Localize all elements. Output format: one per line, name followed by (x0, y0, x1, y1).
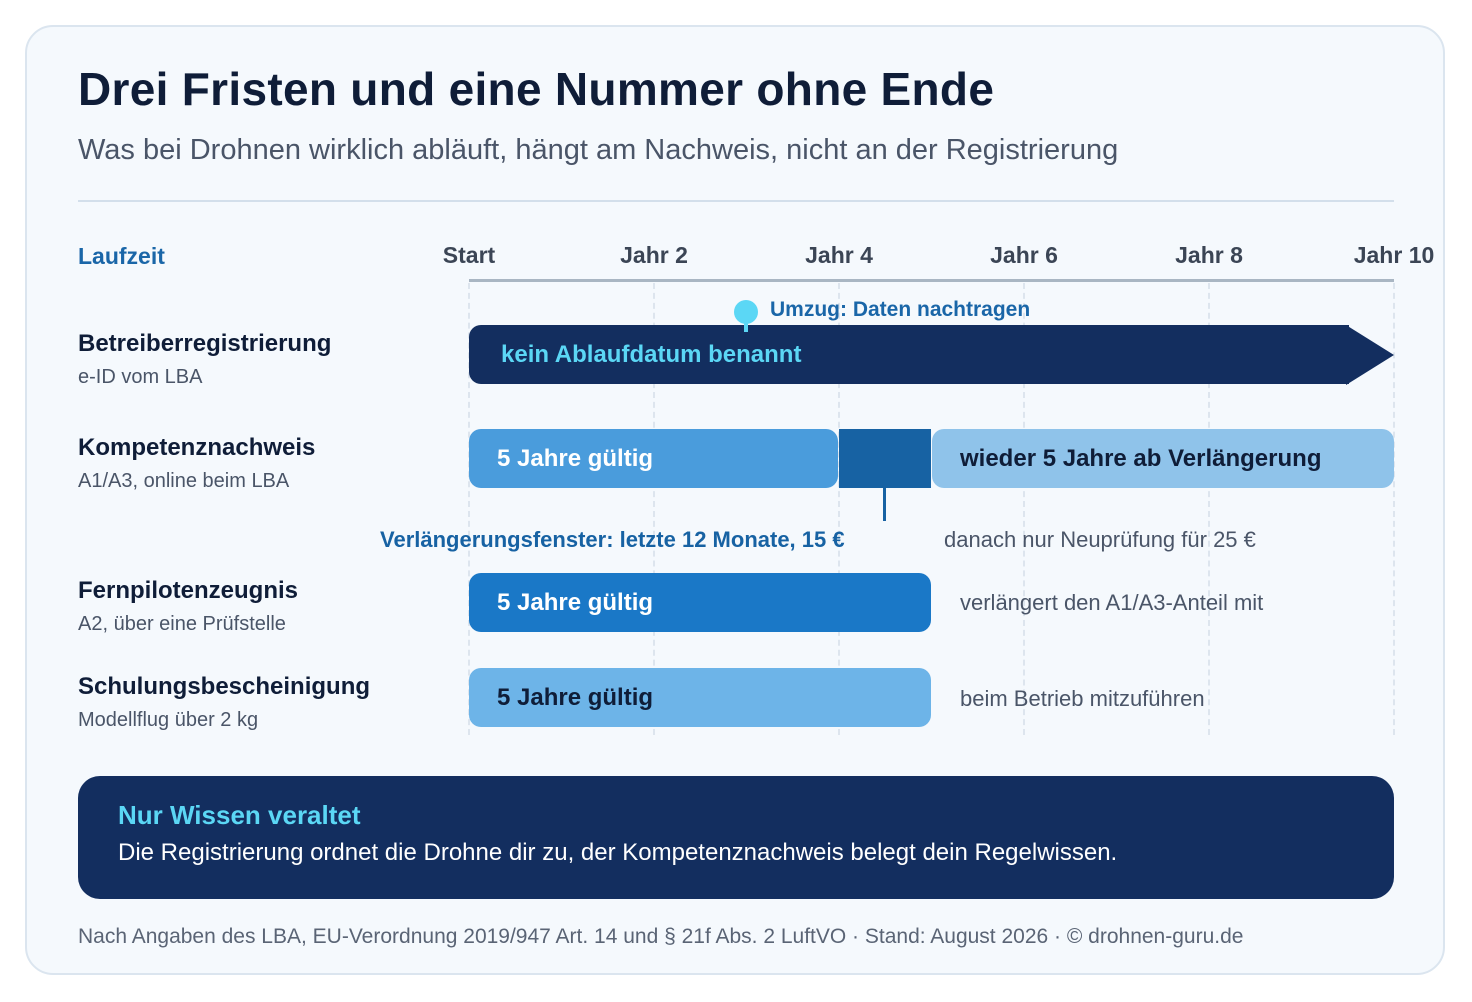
page-subtitle: Was bei Drohnen wirklich abläuft, hängt … (78, 134, 1119, 166)
tick-year-4: Jahr 4 (805, 242, 873, 268)
side-note-training: beim Betrieb mitzuführen (960, 686, 1205, 711)
row-subtitle-registration: e-ID vom LBA (78, 366, 203, 388)
page-title: Drei Fristen und eine Nummer ohne Ende (78, 63, 995, 115)
row-subtitle-competence: A1/A3, online beim LBA (78, 470, 290, 492)
bar-remote-pilot: 5 Jahre gültig (469, 573, 931, 632)
renewal-window-block (839, 429, 931, 488)
bar-competence-renewed-label: wieder 5 Jahre ab Verlängerung (960, 444, 1322, 472)
after-window-note: danach nur Neuprüfung für 25 € (944, 527, 1256, 552)
callout-text: Die Registrierung ordnet die Drohne dir … (118, 839, 1118, 866)
side-note-remote-pilot: verlängert den A1/A3-Anteil mit (960, 590, 1264, 615)
bar-registration-label: kein Ablaufdatum benannt (501, 340, 802, 368)
gridline-year-2 (653, 283, 655, 735)
tick-start: Start (442, 242, 496, 268)
location-pin-icon (734, 300, 758, 324)
tick-year-10: Jahr 10 (1353, 242, 1435, 268)
bar-competence-first: 5 Jahre gültig (469, 429, 838, 488)
gridline-year-8 (1208, 283, 1210, 735)
callout-title: Nur Wissen veraltet (118, 800, 361, 830)
row-title-registration: Betreiberregistrierung (78, 330, 332, 357)
tick-year-6: Jahr 6 (990, 242, 1058, 268)
bar-training-label: 5 Jahre gültig (497, 683, 654, 711)
gridline-year-10 (1393, 283, 1395, 735)
marker-stem (744, 316, 748, 332)
marker-label-move: Umzug: Daten nachtragen (770, 298, 1031, 321)
renewal-window-note: Verlängerungsfenster: letzte 12 Monate, … (380, 527, 845, 552)
bar-competence-renewed: wieder 5 Jahre ab Verlängerung (932, 429, 1394, 488)
summary-callout: Nur Wissen veraltet Die Registrierung or… (78, 776, 1394, 899)
row-subtitle-training: Modellflug über 2 kg (78, 709, 259, 731)
source-note: Nach Angaben des LBA, EU-Verordnung 2019… (78, 925, 1244, 948)
axis-line (469, 279, 1394, 282)
bar-training: 5 Jahre gültig (469, 668, 931, 727)
tick-year-2: Jahr 2 (620, 242, 688, 268)
bar-competence-first-label: 5 Jahre gültig (497, 444, 654, 472)
axis-label: Laufzeit (78, 243, 165, 269)
bar-remote-pilot-label: 5 Jahre gültig (497, 588, 654, 616)
gridline-start (468, 283, 470, 735)
row-title-remote-pilot: Fernpilotenzeugnis (78, 577, 299, 604)
gridline-year-6 (1023, 283, 1025, 735)
gridline-year-4 (838, 283, 840, 735)
row-title-competence: Kompetenznachweis (78, 434, 316, 461)
row-title-training: Schulungsbescheinigung (78, 673, 371, 700)
row-subtitle-remote-pilot: A2, über eine Prüfstelle (78, 613, 286, 635)
header-divider (78, 200, 1394, 202)
tick-year-8: Jahr 8 (1175, 242, 1243, 268)
bar-registration: kein Ablaufdatum benannt (469, 325, 1349, 384)
arrow-head-icon (1346, 325, 1394, 385)
renewal-window-pointer (883, 488, 886, 521)
